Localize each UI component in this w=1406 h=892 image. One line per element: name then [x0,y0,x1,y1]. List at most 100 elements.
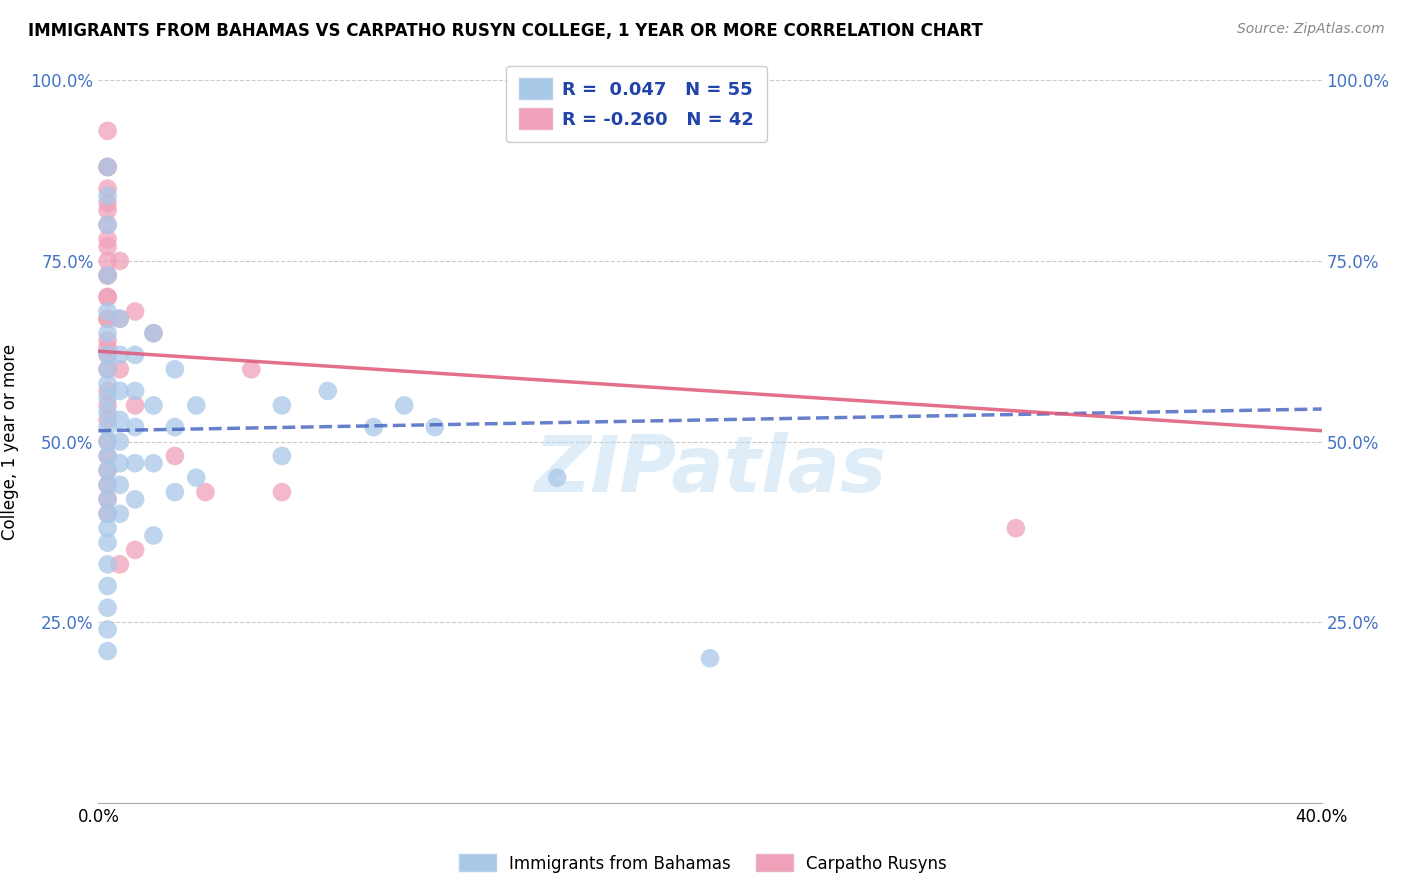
Point [124,420,146,434]
Point [97,160,120,174]
Point [97,434,120,449]
Point [186,470,208,484]
Point [97,413,120,427]
Point [97,304,120,318]
Point [97,203,120,218]
Point [142,326,165,340]
Point [108,384,131,398]
Point [97,507,120,521]
Point [97,311,120,326]
Point [546,470,568,484]
Point [108,311,131,326]
Point [142,456,165,470]
Point [97,311,120,326]
Legend: Immigrants from Bahamas, Carpatho Rusyns: Immigrants from Bahamas, Carpatho Rusyns [453,847,953,880]
Point [108,456,131,470]
Point [97,391,120,405]
Point [124,348,146,362]
Point [97,478,120,492]
Point [142,326,165,340]
Point [270,398,292,412]
Point [108,362,131,376]
Text: IMMIGRANTS FROM BAHAMAS VS CARPATHO RUSYN COLLEGE, 1 YEAR OR MORE CORRELATION CH: IMMIGRANTS FROM BAHAMAS VS CARPATHO RUSY… [28,22,983,40]
Point [124,304,146,318]
Point [392,398,416,412]
Point [186,398,208,412]
Point [363,420,385,434]
Point [108,413,131,427]
Point [124,492,146,507]
Point [97,182,120,196]
Point [97,449,120,463]
Point [97,449,120,463]
Point [194,485,217,500]
Legend: R =  0.047   N = 55, R = -0.260   N = 42: R = 0.047 N = 55, R = -0.260 N = 42 [506,66,766,142]
Point [97,558,120,572]
Point [97,196,120,211]
Point [97,644,120,658]
Point [97,362,120,376]
Point [97,218,120,232]
Point [142,398,165,412]
Point [97,334,120,348]
Point [97,348,120,362]
Point [1004,521,1026,535]
Point [97,268,120,283]
Point [270,449,292,463]
Point [97,341,120,355]
Point [97,384,120,398]
Point [97,600,120,615]
Point [97,160,120,174]
Point [97,253,120,268]
Point [97,362,120,376]
Point [97,535,120,549]
Point [97,406,120,420]
Point [163,420,186,434]
Point [108,478,131,492]
Point [97,478,120,492]
Point [240,362,263,376]
Point [97,189,120,203]
Point [142,528,165,542]
Point [97,268,120,283]
Point [108,253,131,268]
Point [97,348,120,362]
Point [108,434,131,449]
Point [97,326,120,340]
Point [316,384,339,398]
Point [108,507,131,521]
Point [97,124,120,138]
Point [124,542,146,557]
Point [163,449,186,463]
Point [97,232,120,246]
Point [124,398,146,412]
Point [108,558,131,572]
Text: ZIPatlas: ZIPatlas [534,433,886,508]
Point [97,218,120,232]
Point [108,311,131,326]
Point [423,420,446,434]
Point [97,434,120,449]
Point [97,521,120,535]
Point [124,456,146,470]
Point [97,290,120,304]
Text: Source: ZipAtlas.com: Source: ZipAtlas.com [1237,22,1385,37]
Point [163,485,186,500]
Point [699,651,721,665]
Point [97,268,120,283]
Point [97,376,120,391]
Point [97,492,120,507]
Point [97,290,120,304]
Point [97,160,120,174]
Y-axis label: College, 1 year or more: College, 1 year or more [1,343,20,540]
Point [163,362,186,376]
Point [108,348,131,362]
Point [97,239,120,253]
Point [124,384,146,398]
Point [97,579,120,593]
Point [97,398,120,412]
Point [97,463,120,477]
Point [270,485,292,500]
Point [97,420,120,434]
Point [97,623,120,637]
